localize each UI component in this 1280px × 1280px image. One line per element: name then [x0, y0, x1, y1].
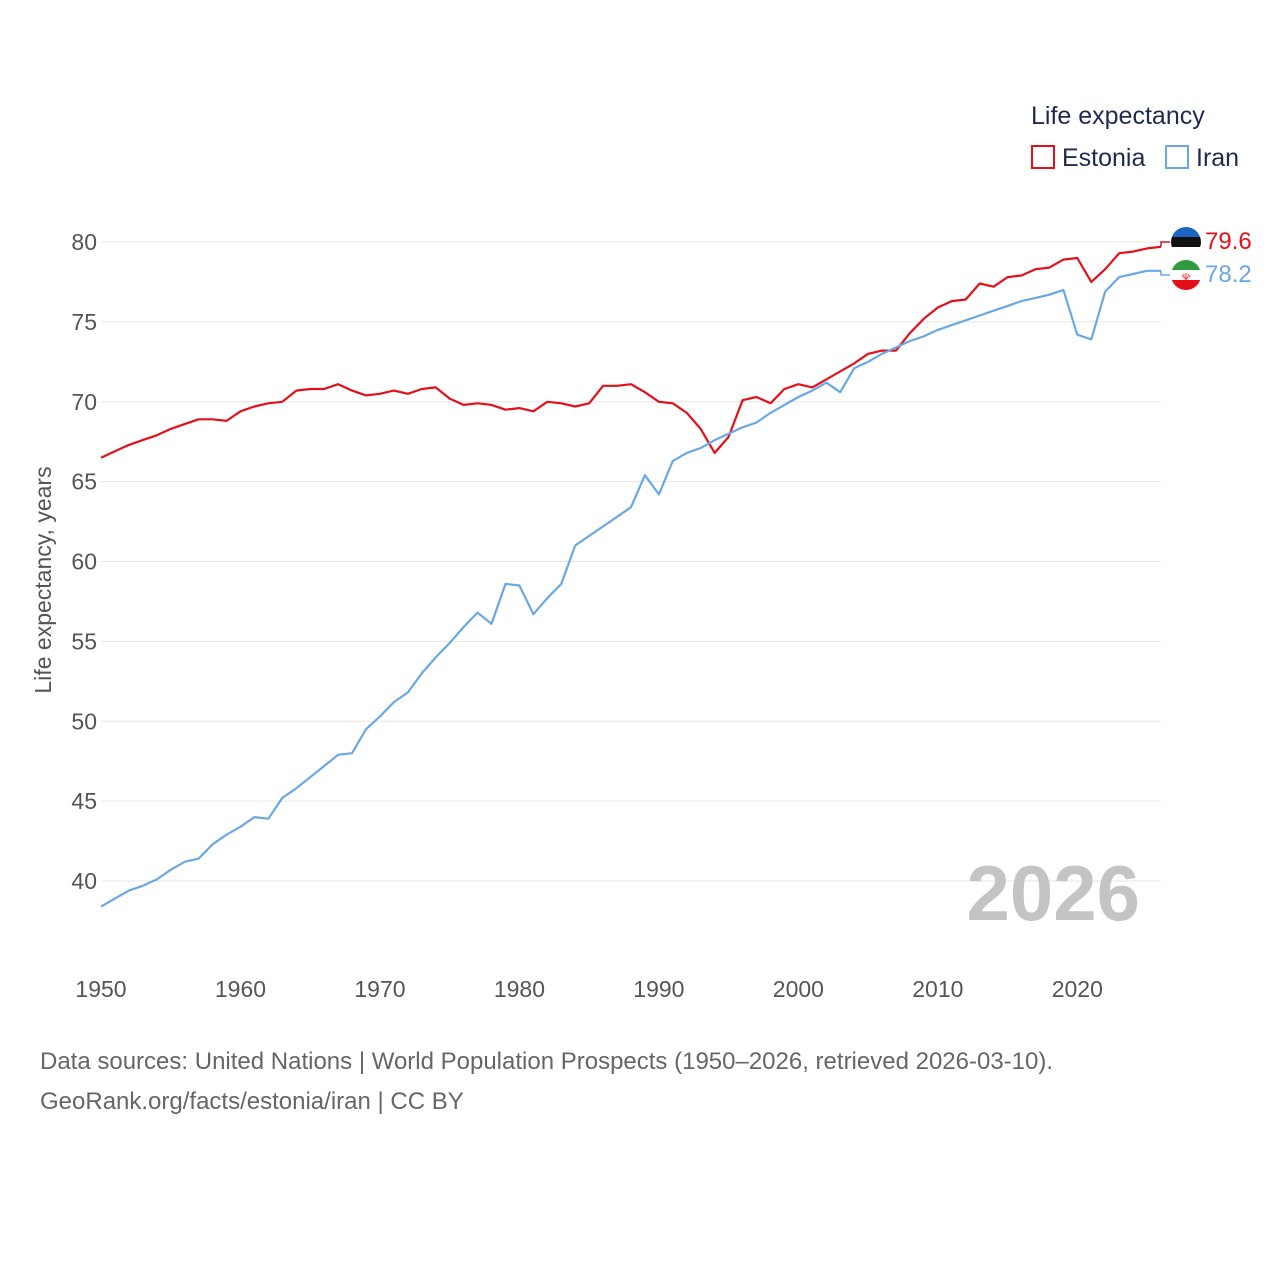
- end-label-estonia: 79.6: [1205, 228, 1252, 255]
- x-axis-ticks: 1950 1960 1970 1980 1990 2000 2010 2020: [75, 976, 1102, 1002]
- current-year-label: 2026: [966, 849, 1140, 937]
- legend-label-iran[interactable]: Iran: [1196, 144, 1239, 172]
- y-tick-label: 80: [71, 229, 97, 255]
- end-connector-estonia: [1160, 241, 1170, 247]
- svg-text:☫: ☫: [1182, 272, 1191, 283]
- x-tick-label: 2000: [773, 976, 824, 1002]
- source-line-2[interactable]: GeoRank.org/facts/estonia/iran | CC BY: [40, 1088, 464, 1115]
- y-tick-label: 60: [71, 549, 97, 575]
- legend-title: Life expectancy: [1031, 102, 1205, 130]
- chart-canvas: 40 45 50 55 60 65 70 75 80 1950 1960 1970 1980 1990 2…: [30, 102, 1252, 1002]
- y-tick-label: 45: [71, 788, 97, 814]
- x-tick-label: 2020: [1052, 976, 1103, 1002]
- source-line-1: Data sources: United Nations | World Pop…: [40, 1048, 1054, 1075]
- legend: Life expectancy Estonia Iran: [1031, 102, 1239, 172]
- y-tick-label: 75: [71, 309, 97, 335]
- legend-swatch-iran[interactable]: [1165, 145, 1189, 169]
- x-tick-label: 1960: [215, 976, 266, 1002]
- end-connector-iran: [1160, 270, 1170, 276]
- y-tick-label: 70: [71, 389, 97, 415]
- series-line-iran[interactable]: [100, 269, 1161, 908]
- x-tick-label: 1970: [354, 976, 405, 1002]
- gridlines: [101, 241, 1161, 882]
- x-tick-label: 2010: [912, 976, 963, 1002]
- series-lines: [100, 245, 1162, 908]
- x-tick-label: 1980: [494, 976, 545, 1002]
- y-tick-label: 40: [71, 868, 97, 894]
- y-axis-ticks: 40 45 50 55 60 65 70 75 80: [71, 229, 97, 894]
- y-tick-label: 50: [71, 708, 97, 734]
- legend-swatch-estonia[interactable]: [1031, 145, 1055, 169]
- series-line-estonia[interactable]: [100, 245, 1162, 459]
- y-axis-label: Life expectancy, years: [30, 466, 56, 693]
- y-tick-label: 65: [71, 469, 97, 495]
- end-label-iran: 78.2: [1205, 261, 1252, 288]
- iran-flag-icon: ☫: [1171, 260, 1201, 290]
- x-tick-label: 1990: [633, 976, 684, 1002]
- y-tick-label: 55: [71, 628, 97, 654]
- x-tick-label: 1950: [75, 976, 126, 1002]
- series-end-markers: [1160, 241, 1170, 276]
- legend-label-estonia[interactable]: Estonia: [1062, 144, 1145, 172]
- data-source-note: Data sources: United Nations | World Pop…: [40, 1042, 1053, 1122]
- estonia-flag-icon: [1171, 227, 1201, 257]
